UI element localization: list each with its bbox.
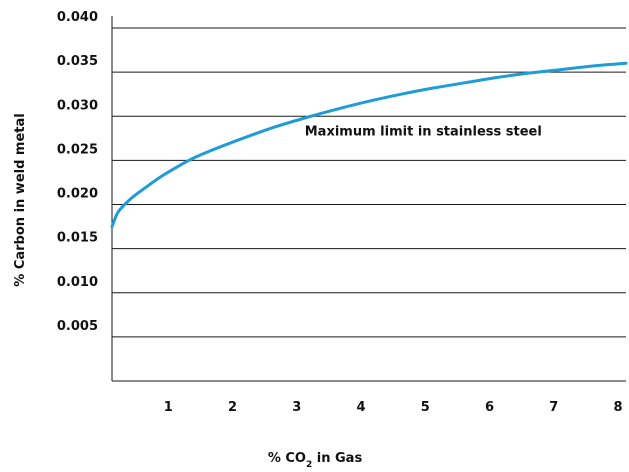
x-axis-title-prefix: % CO: [268, 451, 306, 466]
x-tick-label: 7: [549, 400, 558, 415]
y-tick-label: 0.035: [57, 54, 98, 69]
y-tick-labels: 0.005 0.010 0.015 0.020 0.025 0.030 0.035 0.040: [57, 10, 98, 334]
x-tick-label: 5: [421, 400, 430, 415]
x-tick-label: 2: [228, 400, 237, 415]
x-axis-title-subscript: 2: [306, 460, 312, 470]
y-tick-label: 0.010: [57, 275, 98, 290]
y-tick-label: 0.025: [57, 142, 98, 157]
y-axis-title: % Carbon in weld metal: [13, 113, 28, 286]
x-tick-label: 8: [613, 400, 622, 415]
x-axis-title: % CO2 in Gas: [268, 451, 363, 470]
y-tick-label: 0.015: [57, 231, 98, 246]
series-line: [110, 61, 628, 229]
x-axis-title-suffix: in Gas: [312, 451, 362, 466]
y-tick-label: 0.030: [57, 98, 98, 113]
y-tick-label: 0.040: [57, 10, 98, 25]
x-tick-labels: 1 2 3 4 5 6 7 8: [164, 400, 623, 415]
x-tick-label: 6: [485, 400, 494, 415]
gridlines: [112, 27, 626, 338]
y-tick-label: 0.005: [57, 319, 98, 334]
x-tick-label: 1: [164, 400, 173, 415]
annotation-label: Maximum limit in stainless steel: [305, 125, 542, 140]
x-tick-label: 4: [356, 400, 365, 415]
y-tick-label: 0.020: [57, 187, 98, 202]
x-tick-label: 3: [292, 400, 301, 415]
